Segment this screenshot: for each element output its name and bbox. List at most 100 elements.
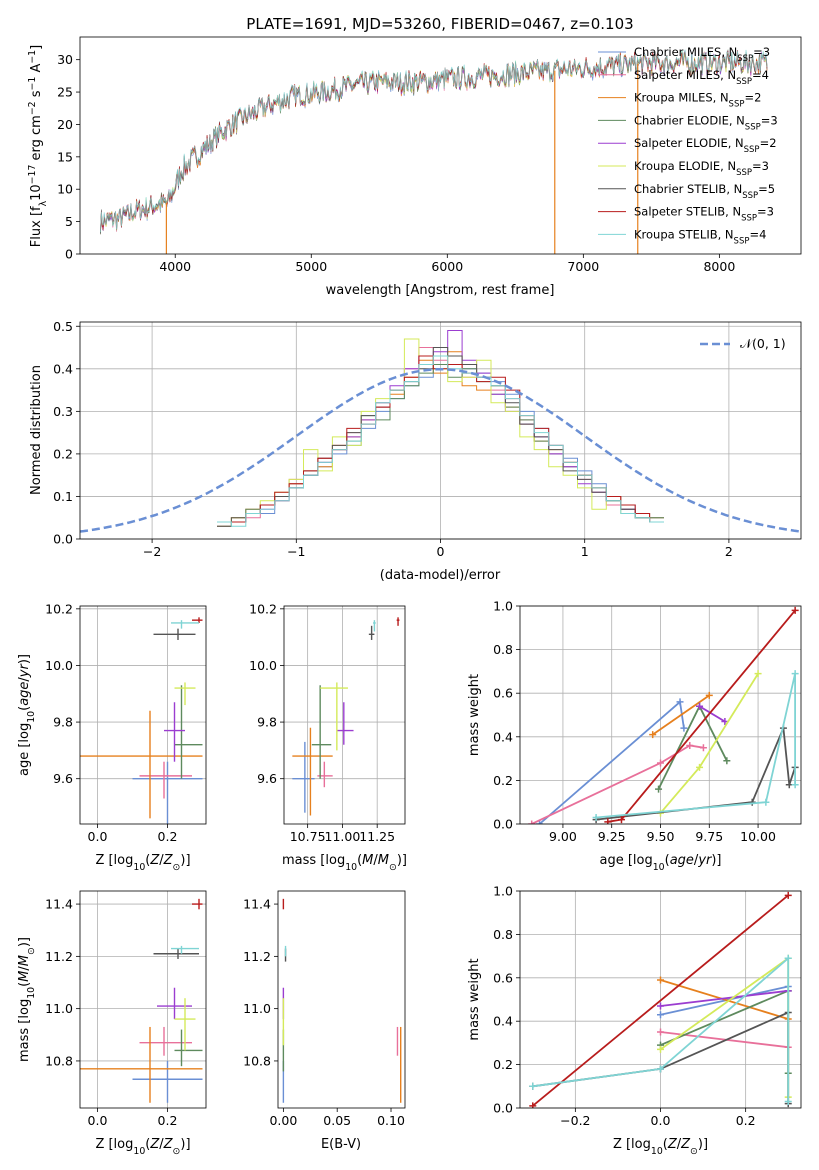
x-axis-label: (data-model)/error xyxy=(380,568,501,583)
age-vs-Z-axes: 0.0 0.2 9.6 9.8 10.0 10.2 xyxy=(45,601,207,844)
weight-line xyxy=(699,705,726,723)
legend-label: Salpeter STELIB, NSSP=3 xyxy=(634,205,774,224)
weight-line xyxy=(652,694,710,736)
y-axis-label: mass weight xyxy=(467,958,482,1040)
y-tick-label: 0.8 xyxy=(493,642,513,657)
x-tick-label: 0.2 xyxy=(736,1113,756,1128)
x-tick-label: 9.25 xyxy=(598,829,626,844)
weight-series xyxy=(655,702,731,793)
y-tick-label: 11.2 xyxy=(243,949,271,964)
weight-marker xyxy=(791,670,799,678)
y-tick-label: 0.4 xyxy=(493,1014,513,1029)
plot-area xyxy=(100,49,768,254)
y-tick-label: 0.6 xyxy=(493,970,513,985)
weight-series xyxy=(529,954,792,1105)
plot-area xyxy=(292,617,400,816)
x-tick-label: −0.2 xyxy=(560,1113,590,1128)
y-tick-label: 0.2 xyxy=(493,1057,513,1072)
x-axis-label: wavelength [Angstrom, rest frame] xyxy=(326,283,555,298)
weight-marker xyxy=(705,691,713,699)
legend-label: Chabrier ELODIE, NSSP=3 xyxy=(634,113,778,132)
plot-area xyxy=(282,898,402,1103)
y-tick-label: 10.8 xyxy=(45,1053,73,1068)
weight-line xyxy=(607,609,796,823)
error-point xyxy=(171,620,199,629)
plot-area xyxy=(80,330,801,533)
y-tick-label: 15 xyxy=(57,149,73,164)
y-axis-label: age [log10(age/yr)] xyxy=(17,654,37,776)
x-tick-label: −1 xyxy=(287,544,305,559)
y-tick-label: 1.0 xyxy=(493,599,513,614)
y-axis-label: Normed distribution xyxy=(29,365,44,495)
weight-marker xyxy=(762,798,770,806)
weight-line xyxy=(659,956,790,1098)
weight-line xyxy=(596,673,796,819)
weight-series xyxy=(536,698,688,824)
y-tick-label: 25 xyxy=(57,85,73,100)
y-tick-label: 0.1 xyxy=(53,489,73,504)
x-axis-label: age [log10(age/yr)] xyxy=(599,853,721,873)
x-tick-label: 0.00 xyxy=(269,1113,297,1128)
weight-marker xyxy=(529,1102,537,1108)
y-tick-label: 30 xyxy=(57,52,73,67)
legend-label: Kroupa MILES, NSSP=2 xyxy=(634,91,761,110)
error-point xyxy=(373,620,376,632)
axes-frame xyxy=(79,36,802,255)
weight-marker xyxy=(657,1065,664,1073)
weight-series xyxy=(657,954,792,1101)
error-point xyxy=(311,685,332,779)
weight-marker xyxy=(696,763,704,771)
legend-label: Salpeter ELODIE, NSSP=2 xyxy=(634,136,777,155)
weight-line xyxy=(660,979,789,1020)
y-tick-label: 11.4 xyxy=(45,897,73,912)
x-tick-label: 11.25 xyxy=(359,829,395,844)
x-axis-label: E(B-V) xyxy=(321,1137,361,1152)
error-point xyxy=(174,685,203,779)
y-tick-label: 0.0 xyxy=(493,817,513,832)
axes-frame xyxy=(79,890,207,1109)
weight-series xyxy=(649,691,713,739)
weight-marker xyxy=(791,781,799,789)
error-point xyxy=(132,761,203,824)
weight-marker xyxy=(754,670,762,678)
weight-marker xyxy=(791,606,799,614)
y-tick-label: 11.0 xyxy=(45,1001,73,1016)
weight-marker xyxy=(657,759,664,767)
x-tick-label: 6000 xyxy=(431,259,463,274)
y-tick-label: 9.8 xyxy=(53,715,73,730)
weight-series xyxy=(696,702,729,726)
axes-frame xyxy=(283,605,406,825)
weight-marker xyxy=(784,1097,792,1105)
weight-series xyxy=(529,891,792,1108)
legend-label: Kroupa ELODIE, NSSP=3 xyxy=(634,159,769,178)
y-tick-label: 10 xyxy=(57,182,73,197)
y-tick-label: 20 xyxy=(57,117,73,132)
x-tick-label: −2 xyxy=(143,544,161,559)
y-tick-label: 0.2 xyxy=(493,773,513,788)
weight-marker xyxy=(657,1011,664,1019)
weight-series xyxy=(657,1028,792,1051)
x-tick-label: 9.75 xyxy=(695,829,723,844)
y-tick-label: 10.0 xyxy=(45,658,73,673)
legend-label: 𝒩(0, 1) xyxy=(740,336,786,351)
weight-marker xyxy=(784,954,792,962)
y-tick-label: 0.6 xyxy=(493,686,513,701)
weight-marker xyxy=(680,724,688,732)
y-tick-label: 0.2 xyxy=(53,446,73,461)
plot-area xyxy=(80,617,203,824)
error-point xyxy=(174,998,196,1051)
error-point xyxy=(153,948,199,959)
gaussian-curve xyxy=(80,368,801,533)
legend-label: Chabrier STELIB, NSSP=5 xyxy=(634,182,775,201)
y-tick-label: 10.0 xyxy=(249,658,277,673)
y-tick-label: 1.0 xyxy=(493,884,513,899)
x-tick-label: 9.00 xyxy=(549,829,577,844)
x-axis-label: Z [log10(Z/Z⊙)] xyxy=(613,1137,708,1157)
weight-marker xyxy=(696,702,704,710)
y-tick-label: 0.5 xyxy=(53,319,73,334)
y-tick-label: 0.3 xyxy=(53,404,73,419)
x-tick-label: 0 xyxy=(437,544,445,559)
weight-line xyxy=(660,985,789,1016)
error-point xyxy=(336,702,354,745)
x-axis-label: Z [log10(Z/Z⊙)] xyxy=(95,1137,190,1157)
